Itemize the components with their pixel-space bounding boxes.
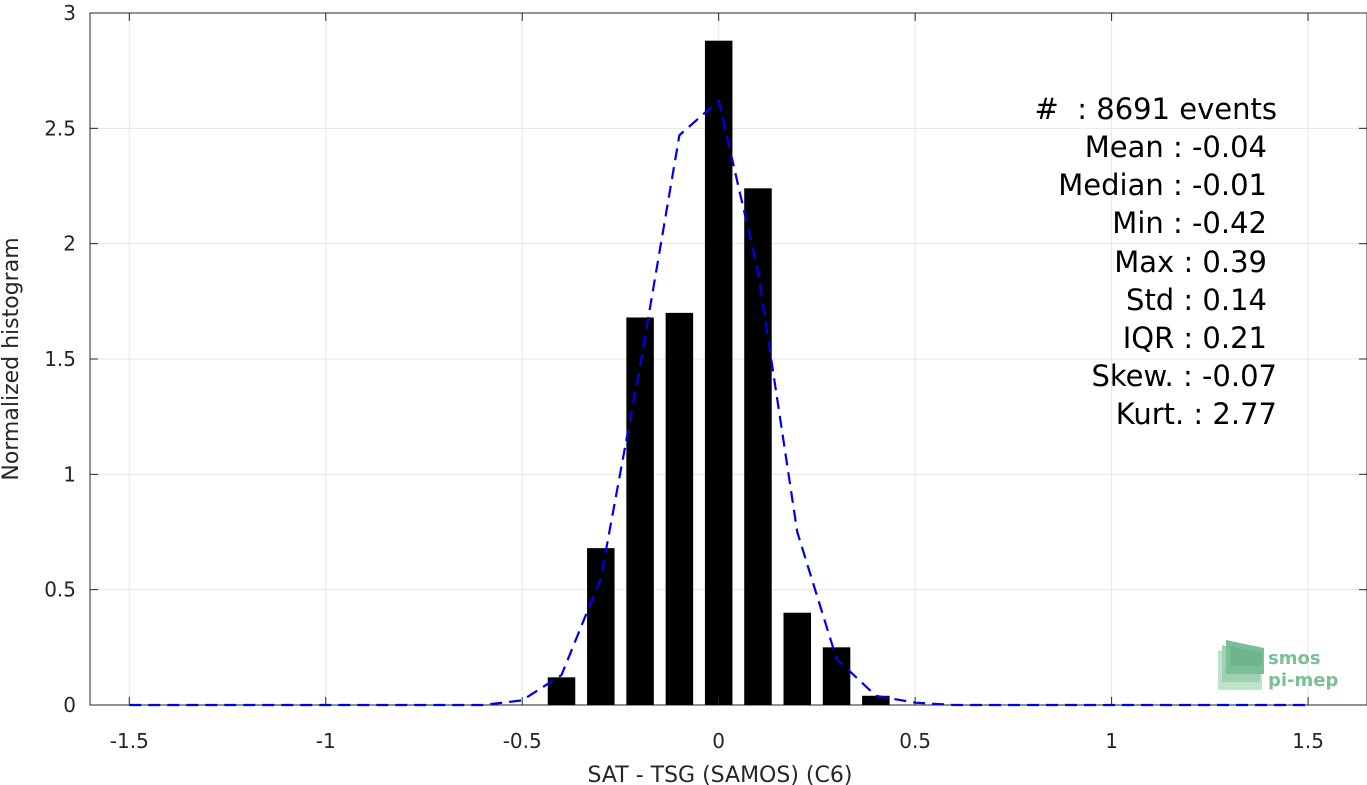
- y-tick-label-1: 0.5: [44, 578, 76, 602]
- y-axis-ticks: 0 0.5 1 1.5 2 2.5 3: [44, 1, 1367, 717]
- histogram-bar-4: [704, 40, 733, 706]
- histogram-bar-8: [862, 695, 890, 705]
- stats-line-5: Std : 0.14: [1126, 283, 1267, 317]
- bars: [547, 40, 890, 706]
- y-tick-label-5: 2.5: [44, 116, 76, 140]
- stats-line-8: Kurt. : 2.77: [1116, 397, 1277, 431]
- stats-box: # : 8691 events Mean : -0.04 Median : -0.0…: [1035, 92, 1277, 431]
- x-tick-label-4: 0.5: [899, 729, 931, 753]
- x-tick-label-1: -1: [316, 729, 336, 753]
- histogram-bar-1: [587, 548, 615, 705]
- stats-line-2: Median : -0.01: [1058, 168, 1267, 202]
- stats-line-6: IQR : 0.21: [1123, 321, 1267, 355]
- x-axis-label: SAT - TSG (SAMOS) (C6): [588, 763, 853, 785]
- x-tick-label-3: 0: [712, 729, 725, 753]
- logo-text-pimep: pi-mep: [1268, 670, 1338, 691]
- stats-line-0: # : 8691 events: [1035, 92, 1277, 126]
- y-tick-label-3: 1.5: [44, 347, 76, 371]
- logo-text-smos: smos: [1268, 648, 1321, 669]
- histogram-bar-3: [665, 312, 694, 705]
- x-tick-label-0: -1.5: [110, 729, 149, 753]
- histogram-bar-2: [626, 317, 654, 705]
- stats-line-1: Mean : -0.04: [1085, 130, 1267, 164]
- x-tick-label-6: 1.5: [1292, 729, 1324, 753]
- histogram-bar-6: [783, 612, 812, 705]
- x-tick-label-5: 1: [1105, 729, 1118, 753]
- x-tick-label-2: -0.5: [503, 729, 542, 753]
- logo: smos pi-mep: [1218, 640, 1338, 691]
- x-axis-ticks: -1.5 -1 -0.5 0 0.5 1 1.5: [110, 13, 1324, 753]
- y-tick-label-4: 2: [63, 232, 76, 256]
- y-tick-label-6: 3: [63, 1, 76, 25]
- y-tick-label-0: 0: [63, 693, 76, 717]
- stats-line-7: Skew. : -0.07: [1091, 359, 1277, 393]
- histogram-bar-5: [744, 188, 772, 706]
- y-axis-label: Normalized histogram: [0, 237, 24, 480]
- y-tick-label-2: 1: [63, 462, 76, 486]
- stats-line-4: Max : 0.39: [1114, 245, 1267, 279]
- stats-line-3: Min : -0.42: [1112, 206, 1267, 240]
- logo-stack-icon: [1218, 640, 1264, 690]
